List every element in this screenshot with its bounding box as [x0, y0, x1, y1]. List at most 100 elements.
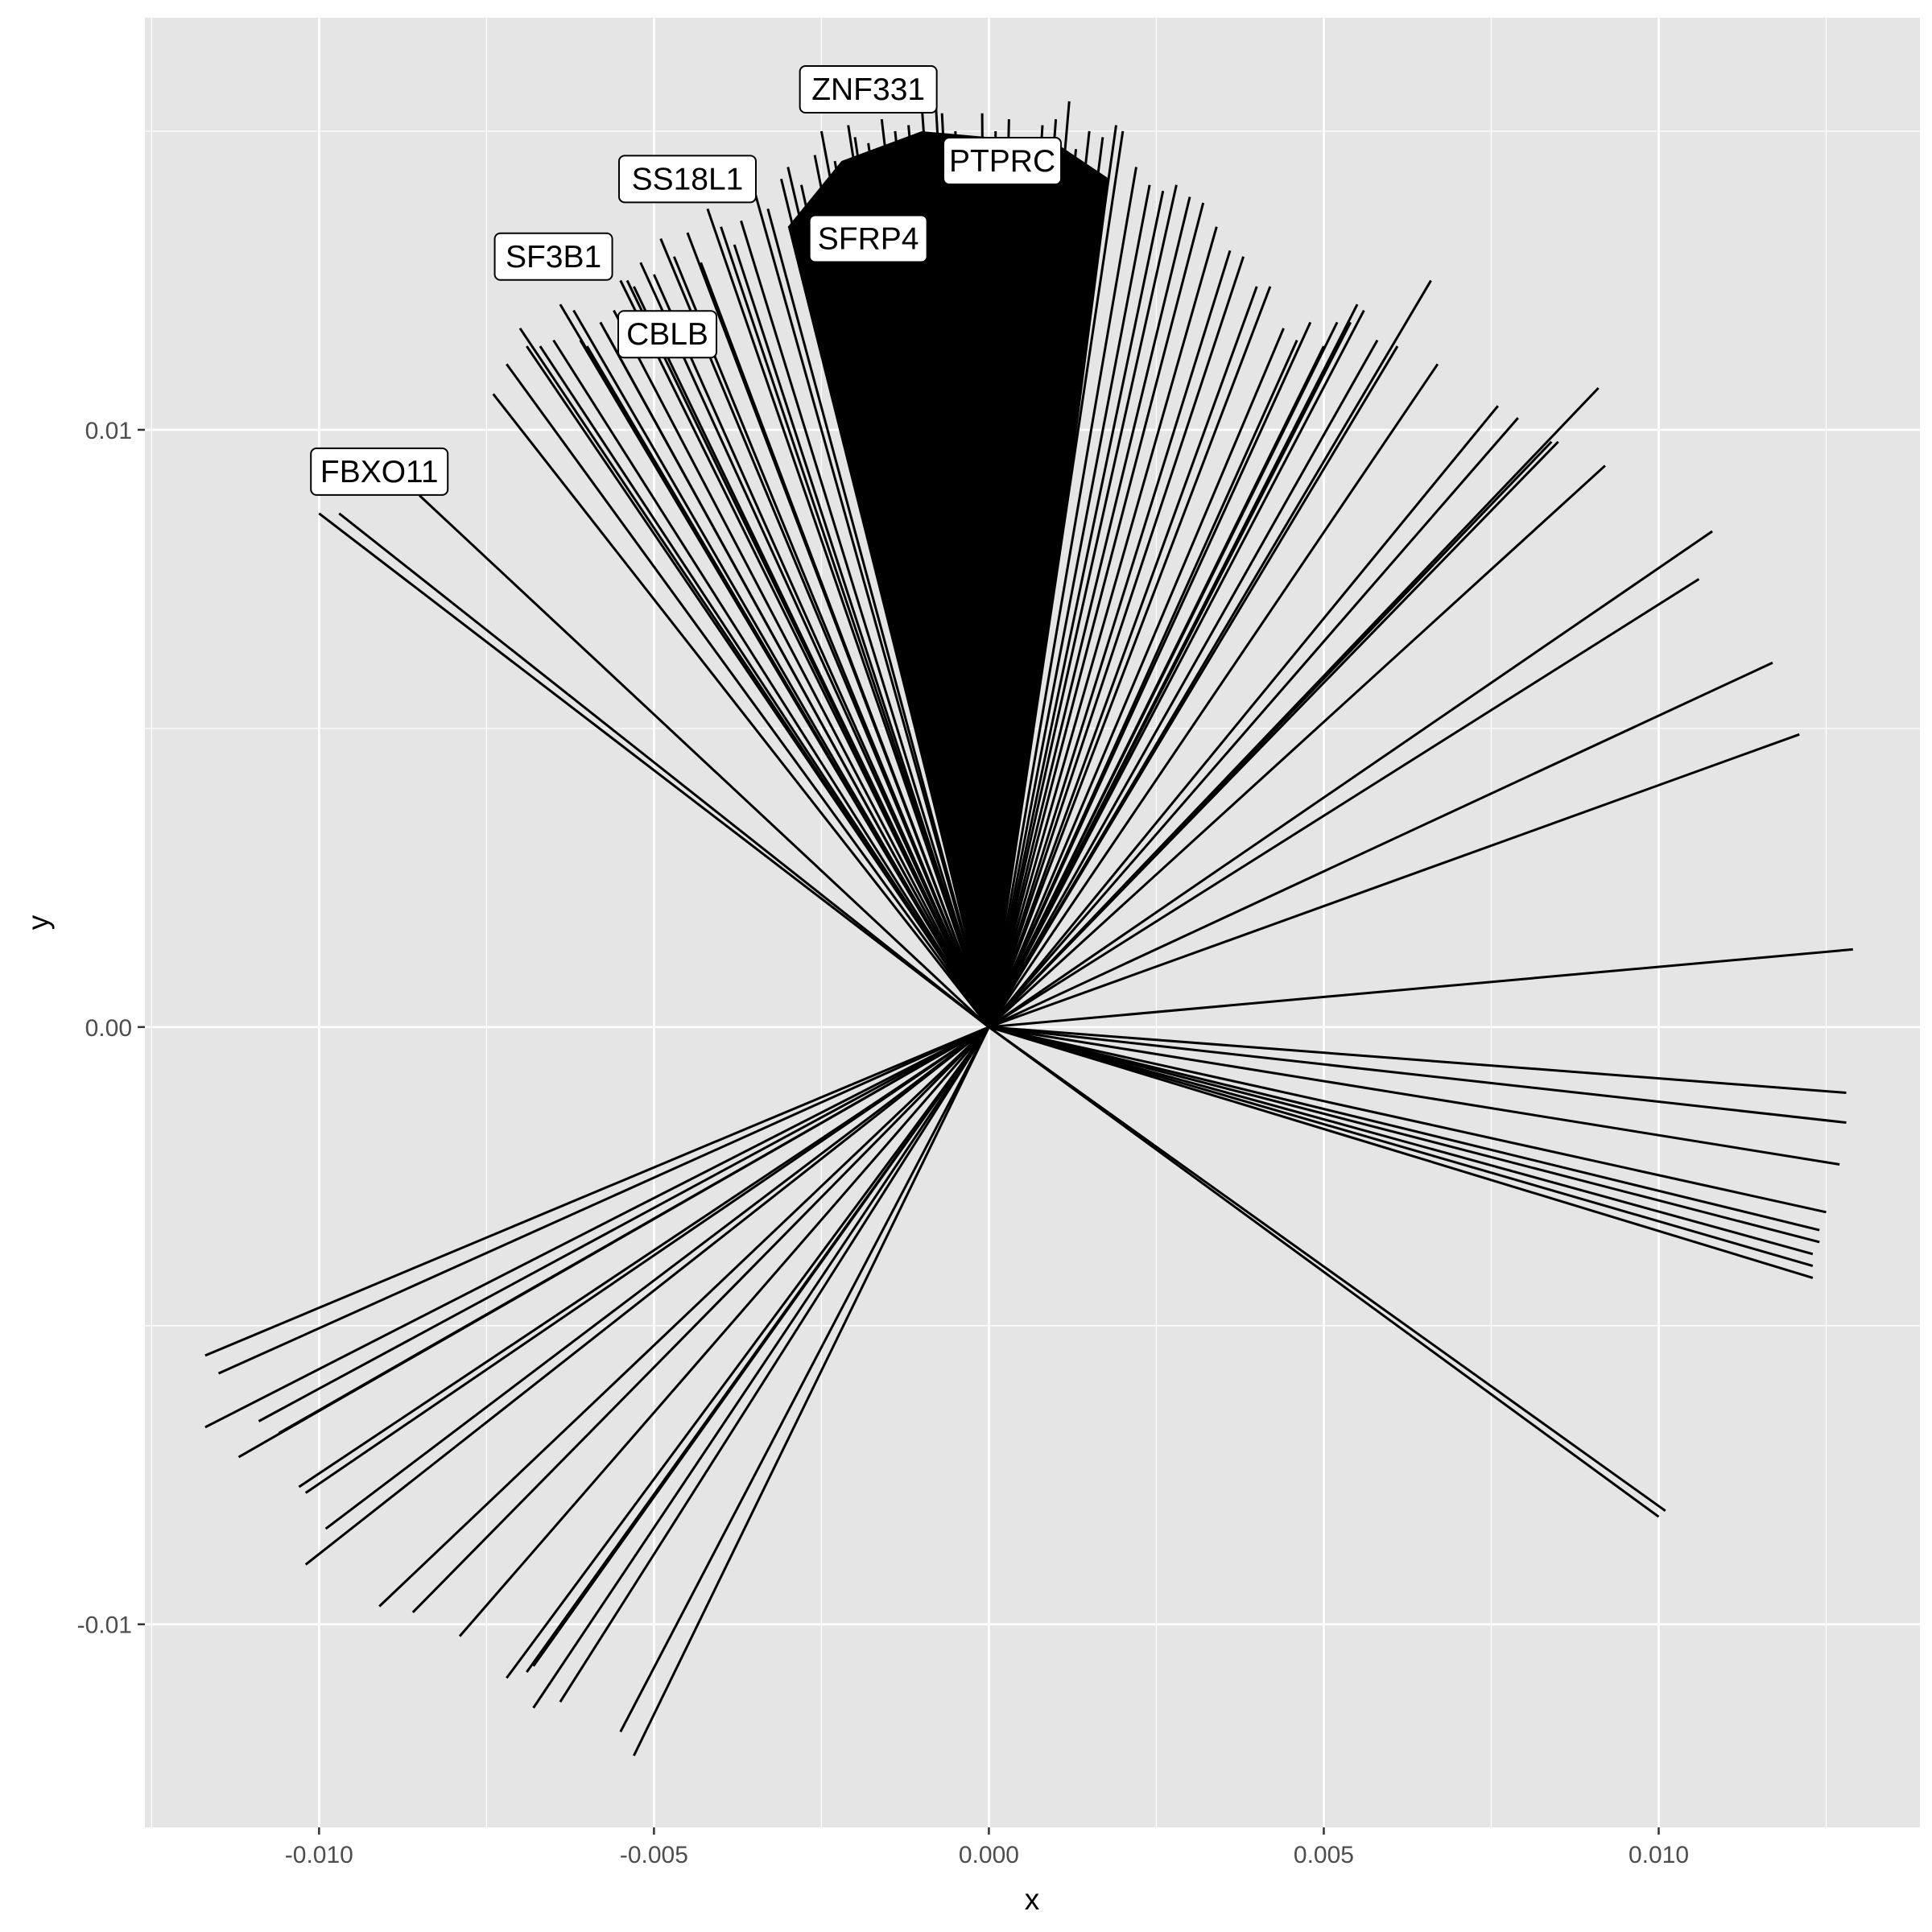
segment [987, 202, 1205, 1028]
segment [989, 1026, 1847, 1125]
segment [526, 345, 990, 1028]
gene-label: SFRP4 [808, 214, 928, 263]
segment [204, 1026, 990, 1429]
segment [987, 190, 1165, 1028]
segment [987, 130, 1091, 1028]
segment [988, 1026, 1660, 1518]
segment [987, 137, 1104, 1028]
segment [539, 345, 990, 1028]
segment [318, 512, 990, 1029]
segment [988, 733, 1800, 1029]
segment [204, 1026, 989, 1357]
segment [988, 328, 1285, 1028]
segment [988, 578, 1700, 1029]
segment [559, 1026, 990, 1703]
segment [733, 244, 990, 1028]
segment [987, 142, 1030, 1027]
segment [411, 1026, 990, 1613]
segment [989, 1026, 1840, 1166]
gene-label-box [617, 310, 718, 359]
segment [780, 178, 990, 1028]
gene-label-text: ZNF331 [811, 72, 925, 107]
gene-label: CBLB [617, 310, 718, 359]
segment [217, 1026, 990, 1375]
segment [980, 113, 990, 1027]
segment [619, 1026, 990, 1732]
segment [613, 309, 990, 1028]
segment [987, 256, 1245, 1028]
segment [786, 167, 990, 1028]
segment [338, 512, 990, 1029]
segment [653, 274, 990, 1028]
segment [987, 149, 1078, 1027]
segment [988, 286, 1272, 1028]
gene-label-box [808, 214, 928, 263]
segment [987, 226, 1218, 1028]
gene-label-box [310, 447, 449, 496]
segment [987, 125, 1117, 1028]
segment [907, 125, 990, 1027]
segment [633, 1026, 990, 1757]
segment [987, 184, 1151, 1028]
segment [989, 947, 1853, 1029]
gene-label-text: PTPRC [949, 144, 1055, 179]
segment [988, 386, 1600, 1028]
x-tick-label: -0.010 [285, 1842, 353, 1868]
segment [880, 118, 990, 1028]
segment [506, 1026, 990, 1679]
segment [639, 262, 990, 1028]
segment [987, 137, 1018, 1027]
segment [987, 130, 997, 1027]
segment [605, 333, 990, 1028]
segment [988, 279, 1432, 1028]
segment [987, 167, 1137, 1028]
segment [324, 1026, 990, 1530]
segment [298, 1026, 990, 1488]
segment [633, 286, 990, 1028]
gene-label-box [493, 232, 613, 281]
gene-label: FBXO11 [310, 447, 449, 496]
y-tick-label: -0.01 [77, 1612, 132, 1639]
segment [458, 1026, 990, 1637]
segment [940, 113, 990, 1027]
segment [987, 250, 1232, 1028]
segment [672, 256, 990, 1028]
y-tick-label: 0.00 [85, 1015, 132, 1042]
segment [492, 393, 990, 1028]
segment [920, 107, 990, 1027]
gene-label-text: FBXO11 [320, 455, 439, 489]
segment [988, 321, 1312, 1028]
segment [988, 321, 1339, 1028]
x-tick-label: 0.000 [959, 1842, 1019, 1868]
segment [532, 1026, 990, 1667]
segment [989, 1026, 1820, 1244]
gene-label-box [799, 65, 938, 114]
segment [988, 1026, 1666, 1513]
gene-labels-layer: ZNF331 PTPRC SS18L1 SFRP4 SF3B1 CBLB FBXO11 [310, 65, 1063, 496]
segment [987, 101, 1071, 1027]
segment [988, 405, 1499, 1028]
segment [304, 1026, 990, 1566]
segment [304, 1026, 990, 1494]
segment [988, 440, 1559, 1028]
x-tick-label: 0.005 [1294, 1842, 1354, 1868]
gene-label-box [617, 155, 757, 204]
segment [813, 155, 990, 1028]
gene-label: SS18L1 [617, 155, 757, 204]
gene-label-text: SS18L1 [632, 162, 744, 196]
x-axis: -0.010 -0.005 0.000 0.005 0.010 [285, 1827, 1689, 1868]
segment [552, 339, 990, 1028]
segment [833, 160, 990, 1028]
gene-label-text: SFRP4 [818, 222, 919, 257]
segment [988, 339, 1379, 1028]
x-tick-label: 0.010 [1629, 1842, 1689, 1868]
gene-label-text: SF3B1 [506, 240, 601, 275]
segment [585, 345, 990, 1028]
segment [988, 530, 1713, 1029]
gene-label: SF3B1 [493, 232, 613, 281]
segment [532, 1026, 990, 1709]
segment [988, 363, 1439, 1028]
segments-layer [204, 95, 1853, 1757]
y-axis: -0.01 0.00 0.01 [77, 418, 145, 1639]
